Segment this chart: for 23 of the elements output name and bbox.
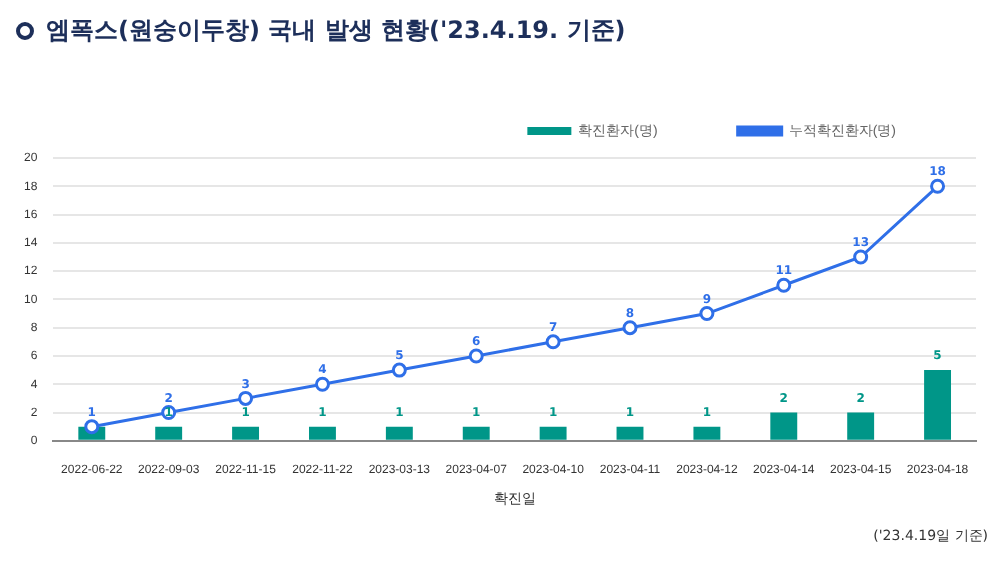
bar	[847, 412, 875, 440]
point	[468, 348, 484, 364]
point	[930, 178, 946, 194]
bar	[462, 426, 490, 440]
bar	[616, 426, 644, 440]
bar	[309, 426, 336, 440]
point	[622, 320, 638, 336]
point	[238, 390, 254, 406]
bar	[693, 426, 721, 440]
chart-title: 엠폭스(원숭이두창) 국내 발생 현황('23.4.19. 기준)	[46, 14, 626, 48]
point	[545, 334, 561, 350]
point	[853, 249, 869, 265]
point	[699, 306, 715, 322]
bar	[155, 426, 183, 440]
point	[391, 362, 407, 378]
bar	[385, 426, 413, 440]
bar	[770, 412, 798, 440]
bar	[539, 426, 567, 440]
point	[314, 376, 330, 392]
point	[84, 419, 100, 435]
bar	[924, 370, 952, 440]
point	[776, 277, 792, 293]
bar	[232, 426, 260, 440]
